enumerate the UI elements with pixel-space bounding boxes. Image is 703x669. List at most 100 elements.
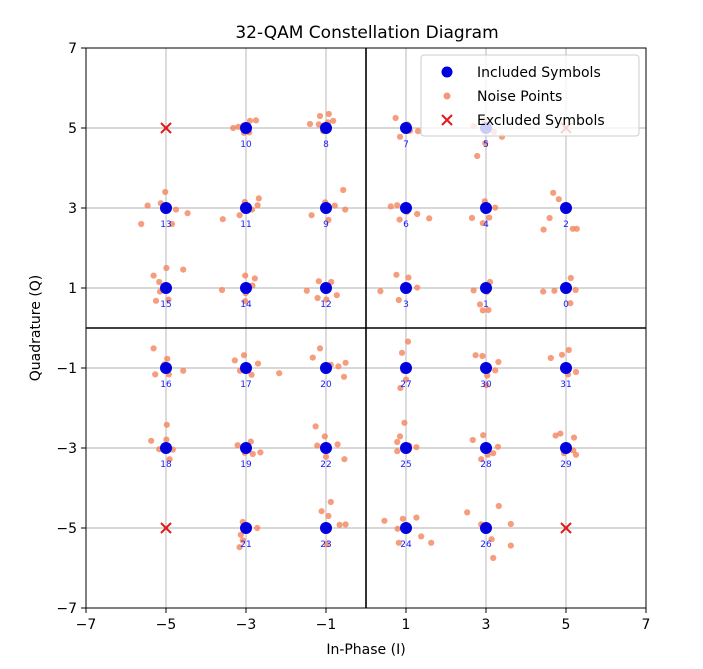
symbol-label: 8 bbox=[323, 140, 329, 150]
symbol-label: 21 bbox=[240, 540, 251, 550]
included-symbol-point bbox=[240, 522, 252, 534]
noise-point bbox=[394, 438, 401, 446]
noise-point bbox=[472, 352, 479, 359]
noise-point bbox=[414, 128, 422, 135]
x-axis-title: In-Phase (I) bbox=[326, 642, 405, 658]
y-tick-label: −3 bbox=[56, 441, 77, 457]
symbol-label: 2 bbox=[563, 220, 569, 230]
noise-point bbox=[567, 300, 574, 307]
noise-point bbox=[251, 275, 258, 282]
included-symbol-point bbox=[480, 362, 492, 374]
included-symbol-point bbox=[560, 442, 572, 454]
noise-point bbox=[479, 307, 486, 314]
noise-point bbox=[573, 225, 580, 232]
noise-point bbox=[395, 296, 402, 304]
symbol-label: 26 bbox=[480, 540, 492, 550]
noise-point bbox=[162, 188, 169, 196]
x-tick-label: −1 bbox=[316, 617, 337, 633]
included-symbol-point bbox=[320, 362, 332, 374]
included-symbol-point bbox=[320, 202, 332, 214]
noise-point bbox=[321, 433, 328, 440]
noise-point bbox=[492, 204, 499, 211]
noise-point bbox=[468, 214, 476, 222]
x-tick-label: 7 bbox=[642, 617, 651, 633]
symbol-label: 9 bbox=[323, 220, 329, 230]
noise-point bbox=[414, 284, 421, 291]
noise-point bbox=[246, 117, 254, 124]
symbol-label: 0 bbox=[563, 300, 569, 310]
excluded-symbol-marker bbox=[560, 522, 572, 534]
symbol-label: 17 bbox=[240, 380, 251, 390]
legend-included-label: Included Symbols bbox=[477, 65, 601, 81]
noise-point bbox=[547, 354, 554, 362]
noise-point bbox=[469, 436, 476, 444]
noise-point bbox=[414, 210, 421, 218]
legend: Included Symbols Noise Points Excluded S… bbox=[420, 54, 640, 137]
included-symbol-point bbox=[320, 522, 332, 534]
included-symbol-point bbox=[160, 362, 172, 374]
symbol-label: 20 bbox=[320, 380, 332, 390]
noise-point bbox=[335, 363, 342, 370]
noise-point bbox=[479, 352, 486, 360]
legend-noise-label: Noise Points bbox=[477, 89, 562, 105]
noise-point bbox=[572, 286, 579, 294]
included-symbol-point bbox=[240, 442, 252, 454]
noise-point bbox=[333, 292, 340, 299]
noise-point bbox=[485, 306, 492, 314]
noise-point bbox=[276, 370, 283, 377]
x-tick-label: 5 bbox=[562, 617, 571, 633]
noise-point bbox=[231, 357, 238, 364]
noise-point bbox=[342, 521, 349, 528]
noise-point bbox=[474, 152, 481, 160]
noise-point bbox=[426, 215, 433, 222]
y-tick-label: −1 bbox=[56, 361, 77, 377]
noise-point bbox=[254, 202, 261, 209]
symbol-label: 23 bbox=[320, 540, 331, 550]
noise-point bbox=[392, 114, 399, 122]
noise-point bbox=[470, 287, 477, 294]
noise-point bbox=[540, 288, 547, 295]
included-symbol-point bbox=[400, 362, 412, 374]
noise-point bbox=[555, 196, 562, 203]
noise-point bbox=[249, 450, 256, 458]
noise-point bbox=[495, 358, 502, 366]
symbol-label: 13 bbox=[160, 220, 171, 230]
noise-point bbox=[316, 345, 324, 352]
included-symbol-point bbox=[240, 202, 252, 214]
x-tick-label: −5 bbox=[156, 617, 177, 633]
noise-point bbox=[237, 531, 244, 538]
noise-point bbox=[340, 186, 347, 194]
noise-point bbox=[315, 121, 322, 128]
included-symbol-point bbox=[400, 122, 412, 134]
symbol-label: 29 bbox=[560, 460, 572, 470]
noise-point bbox=[550, 189, 557, 196]
y-tick-label: 1 bbox=[68, 281, 77, 297]
included-symbol-point bbox=[480, 202, 492, 214]
noise-point bbox=[404, 338, 412, 345]
included-symbol-point bbox=[480, 522, 492, 534]
noise-point bbox=[396, 133, 404, 140]
symbol-label: 30 bbox=[480, 380, 492, 390]
noise-point bbox=[495, 502, 502, 510]
included-symbol-point bbox=[160, 282, 172, 294]
legend-excluded-label: Excluded Symbols bbox=[477, 113, 605, 129]
symbol-label: 14 bbox=[240, 300, 252, 310]
excluded-symbol-marker bbox=[160, 122, 172, 134]
x-tick-label: −7 bbox=[76, 617, 97, 633]
included-symbol-point bbox=[320, 442, 332, 454]
noise-point bbox=[255, 195, 262, 202]
symbol-label: 12 bbox=[320, 300, 331, 310]
noise-point bbox=[242, 298, 249, 305]
noise-point bbox=[572, 368, 580, 376]
noise-point bbox=[490, 450, 497, 457]
symbol-label: 19 bbox=[240, 460, 252, 470]
x-tick-label: 3 bbox=[482, 617, 491, 633]
symbol-label: 28 bbox=[480, 460, 492, 470]
included-symbol-point bbox=[480, 282, 492, 294]
noise-point bbox=[323, 540, 330, 548]
included-symbols bbox=[160, 122, 572, 534]
noise-point bbox=[479, 220, 486, 227]
noise-point bbox=[341, 456, 348, 463]
